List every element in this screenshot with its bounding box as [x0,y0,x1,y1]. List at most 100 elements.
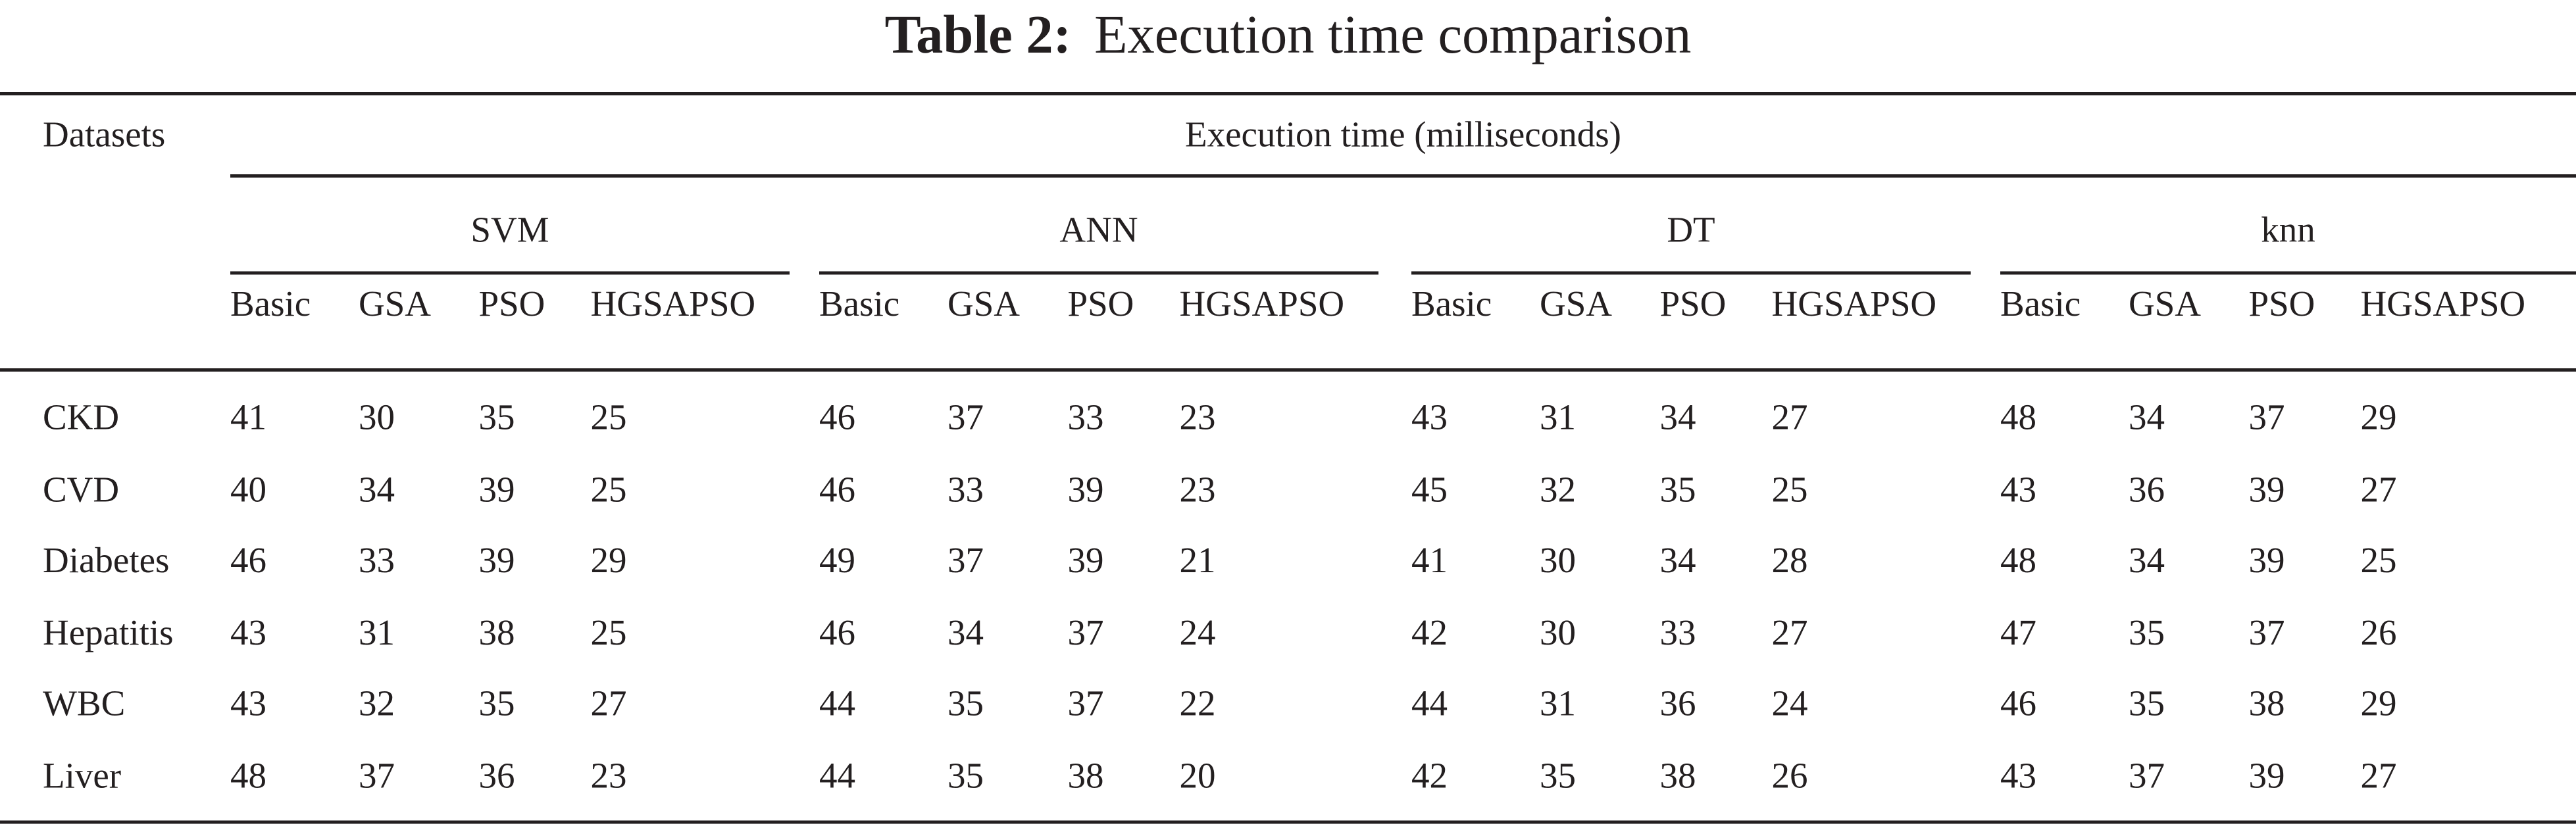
table-cell: 35 [1659,468,1696,510]
table-cell: 34 [2129,396,2165,438]
column-header-svm-pso: PSO [478,283,545,324]
table-caption-text: Execution time comparison [1094,7,1692,66]
table-cell: 30 [359,396,395,438]
column-header-knn-pso: PSO [2248,283,2315,324]
table-cell: 37 [947,539,984,581]
table-caption-label: Table 2: [884,7,1072,66]
table-cell: 39 [2248,539,2285,581]
table-cell: 27 [590,682,627,724]
table-cell: 25 [590,612,627,653]
table-cell: 23 [1179,396,1216,438]
table-cell: 39 [478,539,515,581]
table-cell: 27 [1771,612,1808,653]
dataset-name: Liver [43,754,122,796]
table-cell: 42 [1411,612,1448,653]
table-cell: 29 [2360,682,2397,724]
table-cell: 36 [2129,468,2165,510]
table-cell: 35 [2129,612,2165,653]
table-cell: 33 [947,468,984,510]
table-cell: 34 [947,612,984,653]
table-cell: 34 [1659,539,1696,581]
table-cell: 38 [1067,754,1104,796]
table-cell: 21 [1179,539,1216,581]
table-cell: 37 [1067,612,1104,653]
column-header-ann-gsa: GSA [947,283,1021,324]
table-cell: 43 [2000,754,2036,796]
table-cell: 37 [1067,682,1104,724]
table-cell: 23 [590,754,627,796]
table-cell: 47 [2000,612,2036,653]
table-cell: 35 [1540,754,1576,796]
table-cell: 37 [947,396,984,438]
table-cell: 33 [359,539,395,581]
table-cell: 32 [359,682,395,724]
table-cell: 48 [230,754,266,796]
table-cell: 26 [1771,754,1808,796]
dataset-name: Hepatitis [43,612,174,653]
column-header-svm-basic: Basic [230,283,311,324]
column-header-knn-basic: Basic [2000,283,2081,324]
table-cell: 41 [230,396,266,438]
column-header-dt-hgsapso: HGSAPSO [1771,283,1937,324]
dataset-name: CVD [43,468,120,510]
table-caption: Table 2: Execution time comparison [0,3,2576,69]
table-cell: 48 [2000,539,2036,581]
table-cell: 31 [359,612,395,653]
table-cell: 38 [478,612,515,653]
column-header-svm-gsa: GSA [359,283,432,324]
table-cell: 26 [2360,612,2397,653]
table-bottom-rule [0,820,2576,824]
table-cell: 36 [1659,682,1696,724]
table-cell: 31 [1540,396,1576,438]
table-cell: 30 [1540,539,1576,581]
table-cell: 37 [2248,396,2285,438]
table-cell: 24 [1771,682,1808,724]
table-cell: 39 [478,468,515,510]
table-cell: 25 [1771,468,1808,510]
table-cell: 25 [590,468,627,510]
column-header-knn-gsa: GSA [2129,283,2202,324]
table-cell: 44 [819,754,855,796]
table-cell: 25 [590,396,627,438]
table-cell: 37 [359,754,395,796]
table-cell: 20 [1179,754,1216,796]
dataset-name: WBC [43,682,126,724]
column-header-dt-basic: Basic [1411,283,1492,324]
group-rule-ann [819,271,1378,274]
table-cell: 35 [2129,682,2165,724]
group-header-dt: DT [1667,208,1715,251]
table-cell: 37 [2248,612,2285,653]
table-cell: 23 [1179,468,1216,510]
table-cell: 35 [478,396,515,438]
table-cell: 27 [2360,754,2397,796]
group-rule-dt [1411,271,1971,274]
table-cell: 46 [230,539,266,581]
table-cell: 28 [1771,539,1808,581]
table-cell: 30 [1540,612,1576,653]
group-rule-svm [230,271,790,274]
column-header-dt-gsa: GSA [1540,283,1613,324]
table-cell: 42 [1411,754,1448,796]
table-cell: 44 [819,682,855,724]
table-cell: 43 [2000,468,2036,510]
column-header-knn-hgsapso: HGSAPSO [2360,283,2526,324]
table-cell: 35 [478,682,515,724]
row-header-datasets: Datasets [43,113,166,155]
column-header-svm-hgsapso: HGSAPSO [590,283,756,324]
column-header-dt-pso: PSO [1659,283,1727,324]
table-cell: 43 [230,682,266,724]
table-cell: 29 [2360,396,2397,438]
table-cell: 41 [1411,539,1448,581]
column-header-ann-basic: Basic [819,283,900,324]
dataset-name: CKD [43,396,120,438]
table-cell: 32 [1540,468,1576,510]
table-cell: 31 [1540,682,1576,724]
table-cell: 39 [1067,539,1104,581]
table-cell: 48 [2000,396,2036,438]
spanning-header: Execution time (milliseconds) [1185,113,1621,155]
table-cell: 25 [2360,539,2397,581]
table-cell: 34 [359,468,395,510]
table-cell: 39 [1067,468,1104,510]
group-header-ann: ANN [1059,208,1138,251]
